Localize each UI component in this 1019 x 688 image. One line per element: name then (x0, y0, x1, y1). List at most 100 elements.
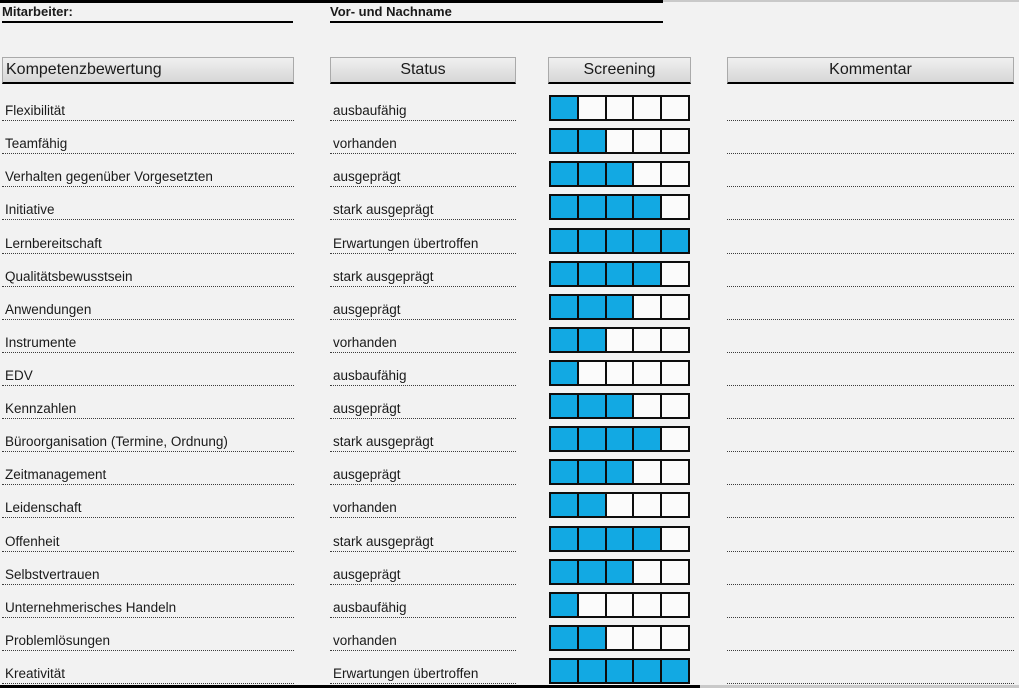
screening-segment-empty[interactable] (632, 593, 661, 616)
screening-rating-bar[interactable] (549, 525, 690, 552)
screening-rating-bar[interactable] (549, 194, 690, 221)
screening-segment-filled[interactable] (576, 328, 605, 351)
screening-rating-bar[interactable] (549, 326, 690, 353)
screening-rating-bar[interactable] (549, 293, 690, 320)
screening-segment-filled[interactable] (551, 461, 577, 484)
screening-rating-bar[interactable] (549, 95, 690, 122)
status-field[interactable]: Erwartungen übertroffen (330, 220, 516, 254)
screening-rating-bar[interactable] (549, 393, 690, 420)
screening-rating-bar[interactable] (549, 260, 690, 287)
comment-field[interactable] (727, 320, 1014, 353)
screening-segment-empty[interactable] (632, 395, 661, 418)
screening-segment-filled[interactable] (551, 229, 577, 252)
screening-segment-filled[interactable] (576, 163, 605, 186)
screening-segment-empty[interactable] (660, 328, 688, 351)
status-field[interactable]: stark ausgeprägt (330, 518, 516, 552)
screening-segment-filled[interactable] (604, 395, 633, 418)
comment-field[interactable] (727, 121, 1014, 155)
screening-segment-empty[interactable] (660, 626, 688, 649)
status-field[interactable]: vorhanden (330, 121, 516, 155)
screening-segment-filled[interactable] (551, 97, 577, 120)
screening-segment-filled[interactable] (604, 295, 633, 318)
screening-segment-filled[interactable] (576, 229, 605, 252)
screening-rating-bar[interactable] (549, 128, 690, 155)
comment-field[interactable] (727, 287, 1014, 320)
screening-segment-filled[interactable] (632, 229, 661, 252)
screening-rating-bar[interactable] (549, 558, 690, 585)
comment-field[interactable] (727, 618, 1014, 651)
screening-segment-empty[interactable] (660, 262, 688, 285)
screening-segment-filled[interactable] (660, 659, 688, 682)
screening-segment-empty[interactable] (632, 328, 661, 351)
screening-segment-empty[interactable] (604, 97, 633, 120)
comment-field[interactable] (727, 585, 1014, 618)
status-field[interactable]: ausbaufähig (330, 353, 516, 386)
screening-segment-empty[interactable] (576, 593, 605, 616)
screening-segment-empty[interactable] (660, 361, 688, 384)
screening-segment-empty[interactable] (660, 428, 688, 451)
screening-segment-empty[interactable] (632, 295, 661, 318)
screening-segment-filled[interactable] (551, 395, 577, 418)
status-field[interactable]: stark ausgeprägt (330, 254, 516, 287)
screening-segment-empty[interactable] (632, 163, 661, 186)
screening-segment-filled[interactable] (604, 461, 633, 484)
status-field[interactable]: ausbaufähig (330, 585, 516, 618)
screening-segment-filled[interactable] (632, 262, 661, 285)
comment-field[interactable] (727, 485, 1014, 519)
screening-segment-empty[interactable] (660, 163, 688, 186)
comment-field[interactable] (727, 254, 1014, 287)
comment-field[interactable] (727, 518, 1014, 552)
screening-segment-filled[interactable] (604, 229, 633, 252)
screening-rating-bar[interactable] (549, 657, 690, 684)
screening-rating-bar[interactable] (549, 492, 690, 519)
screening-segment-empty[interactable] (632, 97, 661, 120)
status-field[interactable]: stark ausgeprägt (330, 187, 516, 221)
screening-segment-filled[interactable] (604, 659, 633, 682)
screening-rating-bar[interactable] (549, 459, 690, 486)
screening-rating-bar[interactable] (549, 624, 690, 651)
screening-rating-bar[interactable] (549, 591, 690, 618)
screening-segment-filled[interactable] (551, 361, 577, 384)
screening-segment-filled[interactable] (551, 262, 577, 285)
status-field[interactable]: vorhanden (330, 618, 516, 651)
screening-segment-empty[interactable] (604, 626, 633, 649)
screening-segment-filled[interactable] (576, 461, 605, 484)
screening-segment-empty[interactable] (660, 560, 688, 583)
screening-segment-empty[interactable] (660, 196, 688, 219)
screening-segment-filled[interactable] (551, 659, 577, 682)
screening-rating-bar[interactable] (549, 426, 690, 453)
comment-field[interactable] (727, 651, 1014, 684)
screening-segment-filled[interactable] (551, 626, 577, 649)
screening-segment-empty[interactable] (604, 494, 633, 517)
comment-field[interactable] (727, 220, 1014, 254)
screening-segment-filled[interactable] (551, 163, 577, 186)
screening-segment-empty[interactable] (660, 130, 688, 153)
comment-field[interactable] (727, 88, 1014, 122)
screening-segment-filled[interactable] (576, 527, 605, 550)
screening-segment-filled[interactable] (604, 560, 633, 583)
screening-segment-filled[interactable] (632, 659, 661, 682)
screening-segment-filled[interactable] (551, 295, 577, 318)
screening-segment-empty[interactable] (632, 560, 661, 583)
comment-field[interactable] (727, 187, 1014, 221)
screening-segment-filled[interactable] (551, 494, 577, 517)
screening-segment-filled[interactable] (551, 130, 577, 153)
status-field[interactable]: vorhanden (330, 485, 516, 519)
screening-segment-filled[interactable] (604, 163, 633, 186)
screening-segment-filled[interactable] (632, 196, 661, 219)
screening-segment-empty[interactable] (576, 361, 605, 384)
screening-segment-empty[interactable] (632, 361, 661, 384)
screening-segment-empty[interactable] (632, 494, 661, 517)
screening-segment-filled[interactable] (576, 196, 605, 219)
screening-segment-empty[interactable] (660, 593, 688, 616)
screening-segment-filled[interactable] (576, 395, 605, 418)
status-field[interactable]: vorhanden (330, 320, 516, 353)
comment-field[interactable] (727, 353, 1014, 386)
screening-segment-filled[interactable] (604, 428, 633, 451)
screening-segment-empty[interactable] (632, 461, 661, 484)
screening-segment-filled[interactable] (604, 527, 633, 550)
screening-segment-filled[interactable] (551, 328, 577, 351)
screening-segment-filled[interactable] (604, 196, 633, 219)
screening-segment-filled[interactable] (551, 196, 577, 219)
comment-field[interactable] (727, 154, 1014, 188)
